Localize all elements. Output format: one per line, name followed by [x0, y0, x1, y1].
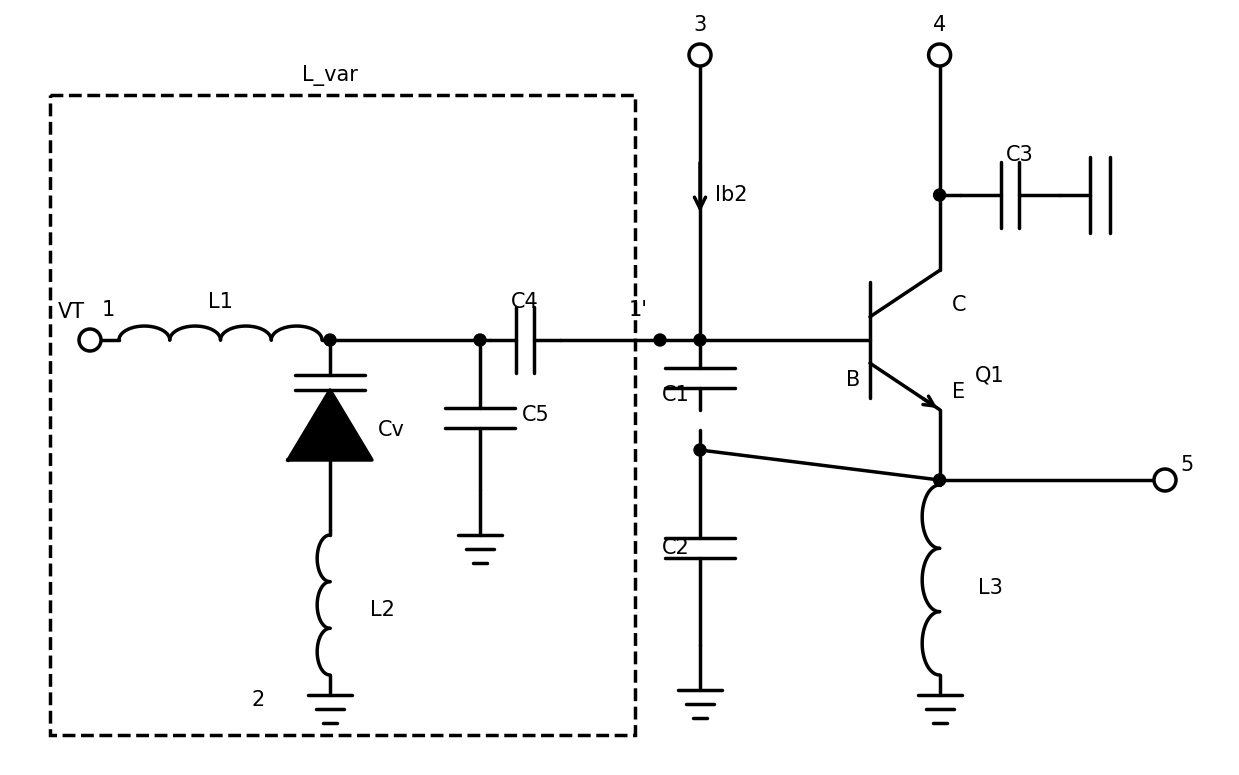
- Text: C2: C2: [663, 538, 690, 557]
- Circle shape: [325, 334, 336, 346]
- Text: Cv: Cv: [378, 420, 405, 440]
- Circle shape: [934, 474, 945, 486]
- Text: C3: C3: [1006, 145, 1033, 165]
- Circle shape: [79, 329, 102, 351]
- Text: C: C: [952, 295, 966, 315]
- Circle shape: [694, 444, 706, 456]
- Text: C5: C5: [522, 405, 550, 425]
- Circle shape: [689, 44, 711, 66]
- Text: L_var: L_var: [302, 64, 358, 85]
- Text: L3: L3: [978, 577, 1002, 598]
- Circle shape: [1154, 469, 1176, 491]
- Text: 4: 4: [933, 15, 947, 35]
- Text: Q1: Q1: [975, 365, 1005, 385]
- Text: 5: 5: [1180, 455, 1193, 475]
- Text: VT: VT: [58, 302, 85, 322]
- Text: Ib2: Ib2: [715, 185, 747, 205]
- Circle shape: [928, 44, 950, 66]
- Circle shape: [694, 334, 706, 346]
- Text: L1: L1: [208, 292, 233, 312]
- Text: L2: L2: [370, 600, 395, 620]
- Text: 1': 1': [629, 300, 648, 320]
- Text: E: E: [952, 381, 965, 401]
- Text: B: B: [846, 370, 860, 390]
- Polygon shape: [287, 390, 372, 460]
- Bar: [50, 95, 636, 735]
- Text: C1: C1: [663, 385, 690, 405]
- Text: C4: C4: [512, 292, 539, 312]
- Text: 2: 2: [252, 690, 265, 710]
- Circle shape: [654, 334, 667, 346]
- Text: 1: 1: [102, 300, 115, 320]
- Circle shape: [475, 334, 486, 346]
- Text: 3: 3: [694, 15, 706, 35]
- Circle shape: [934, 189, 945, 201]
